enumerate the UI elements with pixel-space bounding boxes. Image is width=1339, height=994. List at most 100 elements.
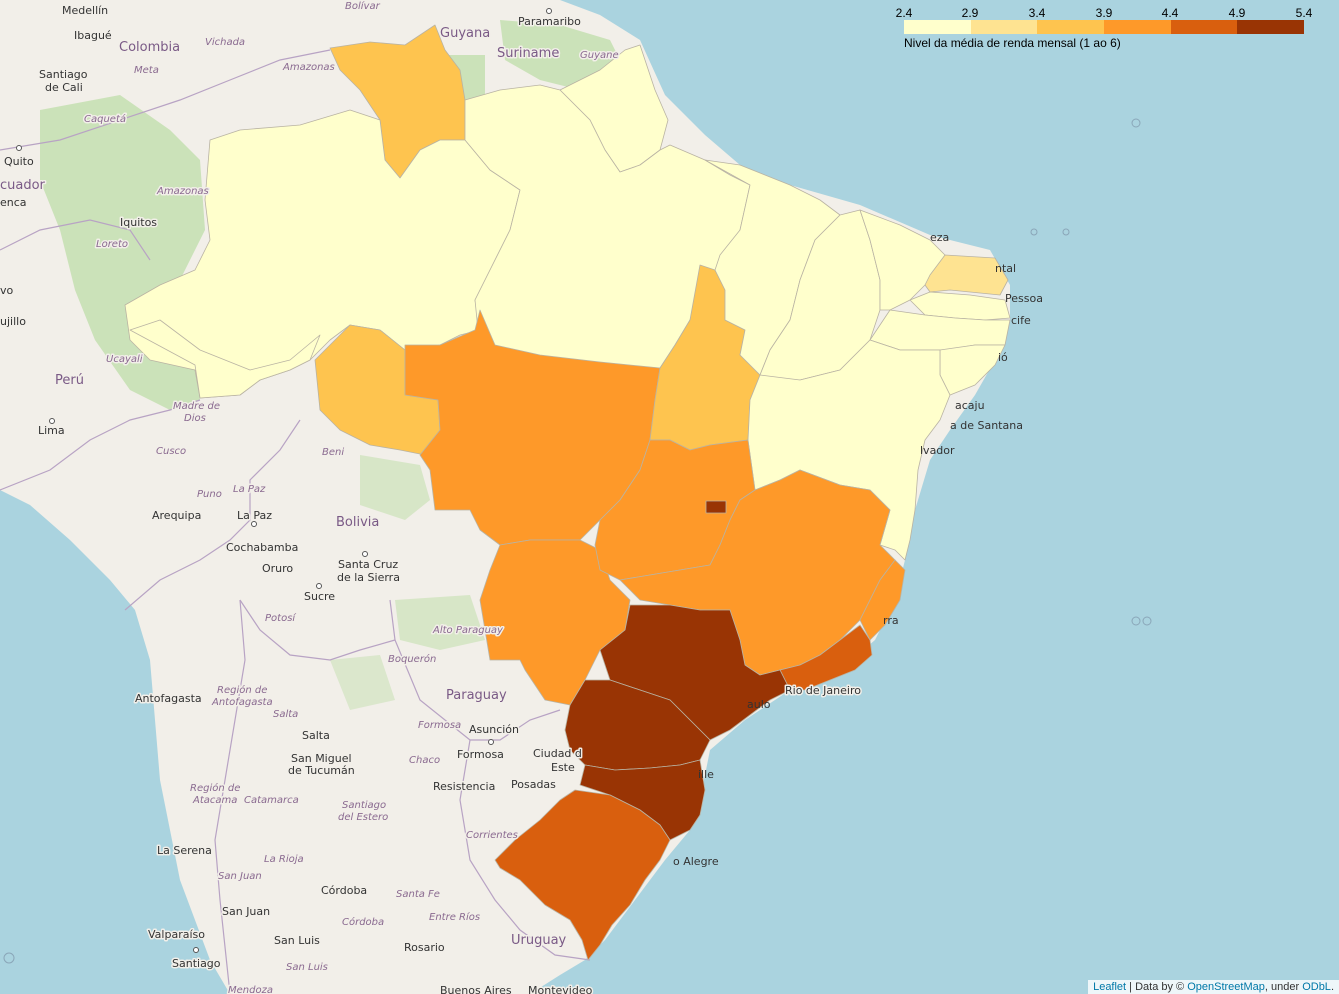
label-de-la-sierra: de la Sierra <box>337 571 400 584</box>
label-potosi: Potosí <box>265 612 296 624</box>
label-san-juan: San Juan <box>222 905 270 918</box>
legend-caption: Nivel da média de renda mensal (1 ao 6) <box>904 36 1121 50</box>
label-uruguay: Uruguay <box>511 933 567 948</box>
legend-swatch <box>1170 20 1238 34</box>
label-amazonas-col: Amazonas <box>156 186 209 197</box>
label-oruro: Oruro <box>262 562 293 575</box>
label-recife: cife <box>1011 314 1031 327</box>
label-suriname: Suriname <box>497 46 559 61</box>
label-paraguay: Paraguay <box>446 688 507 703</box>
label-san-luis-region: San Luis <box>286 962 328 973</box>
label-peru: Perú <box>55 373 84 388</box>
label-amazonas-ven: Amazonas <box>282 62 335 73</box>
label-ibague: Ibagué <box>74 29 112 42</box>
label-cochabamba: Cochabamba <box>226 541 298 554</box>
label-de-cali: de Cali <box>45 81 83 94</box>
label-aracaju: acaju <box>955 399 985 412</box>
legend: 2.4 2.9 3.4 3.9 4.4 4.9 5.4 Nivel da méd… <box>895 6 1315 50</box>
label-posadas: Posadas <box>511 778 556 791</box>
attribution-text: | Data by © <box>1126 981 1188 993</box>
state-distrito-federal[interactable] <box>705 500 727 514</box>
label-valparaiso: Valparaíso <box>148 928 205 941</box>
state-espirito-santo[interactable] <box>859 559 906 641</box>
label-cuenca: enca <box>0 196 27 209</box>
label-natal: ntal <box>995 262 1016 275</box>
label-guyana: Guyana <box>440 26 490 41</box>
city-markers <box>16 8 552 953</box>
label-santa-cruz: Santa Cruz <box>338 558 398 571</box>
map-labels: Medellín Ibagué Colombia Santiago de Cal… <box>0 0 1043 994</box>
label-ciudad-del-este: Ciudad d <box>533 747 582 760</box>
legend-tick: 4.9 <box>1228 6 1246 20</box>
state-acre[interactable] <box>129 319 321 399</box>
label-vo: vo <box>0 284 14 297</box>
leaflet-link[interactable]: Leaflet <box>1093 981 1127 993</box>
label-santiago-cali: Santiago <box>39 68 88 81</box>
label-bolivar: Bolívar <box>345 0 381 12</box>
label-san-luis: San Luis <box>274 934 320 947</box>
label-alto-paraguay: Alto Paraguay <box>432 625 504 636</box>
forest-andes <box>40 95 205 410</box>
legend-tick: 4.4 <box>1161 6 1179 20</box>
legend-swatch <box>1104 20 1171 34</box>
forest-chaco <box>330 655 395 710</box>
label-arequipa: Arequipa <box>152 509 201 522</box>
forest-suriname <box>500 20 625 90</box>
label-atacama: Atacama <box>192 795 237 806</box>
label-meta: Meta <box>134 65 159 76</box>
label-salta-region: Salta <box>273 709 298 720</box>
label-boqueron: Boquerón <box>388 653 436 665</box>
label-medellin: Medellín <box>62 4 108 17</box>
label-la-rioja: La Rioja <box>264 854 304 865</box>
forest-bolivia <box>360 455 430 520</box>
label-montevideo: Montevideo <box>528 984 593 994</box>
islands <box>3 118 1152 964</box>
label-iquitos: Iquitos <box>120 216 157 229</box>
state-rio-grande-norte[interactable] <box>924 254 1009 296</box>
state-rio-grande-sul[interactable] <box>494 789 671 961</box>
label-ucayali: Ucayali <box>106 354 143 365</box>
label-colombia: Colombia <box>119 40 180 55</box>
label-buenos-aires: Buenos Aires <box>440 984 512 994</box>
label-formosa: Formosa <box>457 748 504 761</box>
label-del-estero: del Estero <box>338 812 388 823</box>
label-feira: a de Santana <box>950 419 1023 432</box>
label-quito: Quito <box>4 155 34 168</box>
attribution-under: , under <box>1264 981 1303 993</box>
label-region-antofagasta-2: Antofagasta <box>211 697 273 708</box>
label-region-antofagasta: Región de <box>217 684 267 696</box>
label-cordoba: Córdoba <box>321 884 367 897</box>
legend-swatch <box>904 20 971 34</box>
label-chaco: Chaco <box>409 755 440 766</box>
label-puno: Puno <box>197 489 222 500</box>
label-cusco: Cusco <box>156 446 186 457</box>
legend-tick: 3.9 <box>1095 6 1113 20</box>
label-cordoba-region: Córdoba <box>342 916 384 928</box>
odbl-link[interactable]: ODbL <box>1302 981 1331 993</box>
label-de-tucuman: de Tucumán <box>288 764 355 777</box>
label-dios: Dios <box>184 413 206 424</box>
legend-ticks: 2.4 2.9 3.4 3.9 4.4 4.9 5.4 <box>895 6 1313 20</box>
label-vichada: Vichada <box>205 37 245 48</box>
legend-swatch <box>1037 20 1105 34</box>
label-la-paz: La Paz <box>237 509 272 522</box>
label-joao-pessoa: Pessoa <box>1005 292 1043 305</box>
label-beni: Beni <box>322 447 344 458</box>
label-salvador: lvador <box>920 444 955 457</box>
label-entre-rios: Entre Ríos <box>429 911 480 923</box>
osm-link[interactable]: OpenStreetMap <box>1187 981 1265 993</box>
label-paramaribo: Paramaribo <box>518 15 581 28</box>
label-la-serena: La Serena <box>157 844 212 857</box>
label-trujillo: ujillo <box>0 315 26 328</box>
state-rio-de-janeiro[interactable] <box>779 624 873 691</box>
brazil-states[interactable] <box>124 24 1011 961</box>
label-sucre: Sucre <box>304 590 335 603</box>
label-rio: Rio de Janeiro <box>785 684 861 697</box>
country-borders <box>0 49 591 994</box>
label-santa-fe: Santa Fe <box>396 889 440 900</box>
legend-tick: 3.4 <box>1028 6 1046 20</box>
label-bolivia: Bolivia <box>336 515 379 530</box>
label-lima: Lima <box>38 424 65 437</box>
